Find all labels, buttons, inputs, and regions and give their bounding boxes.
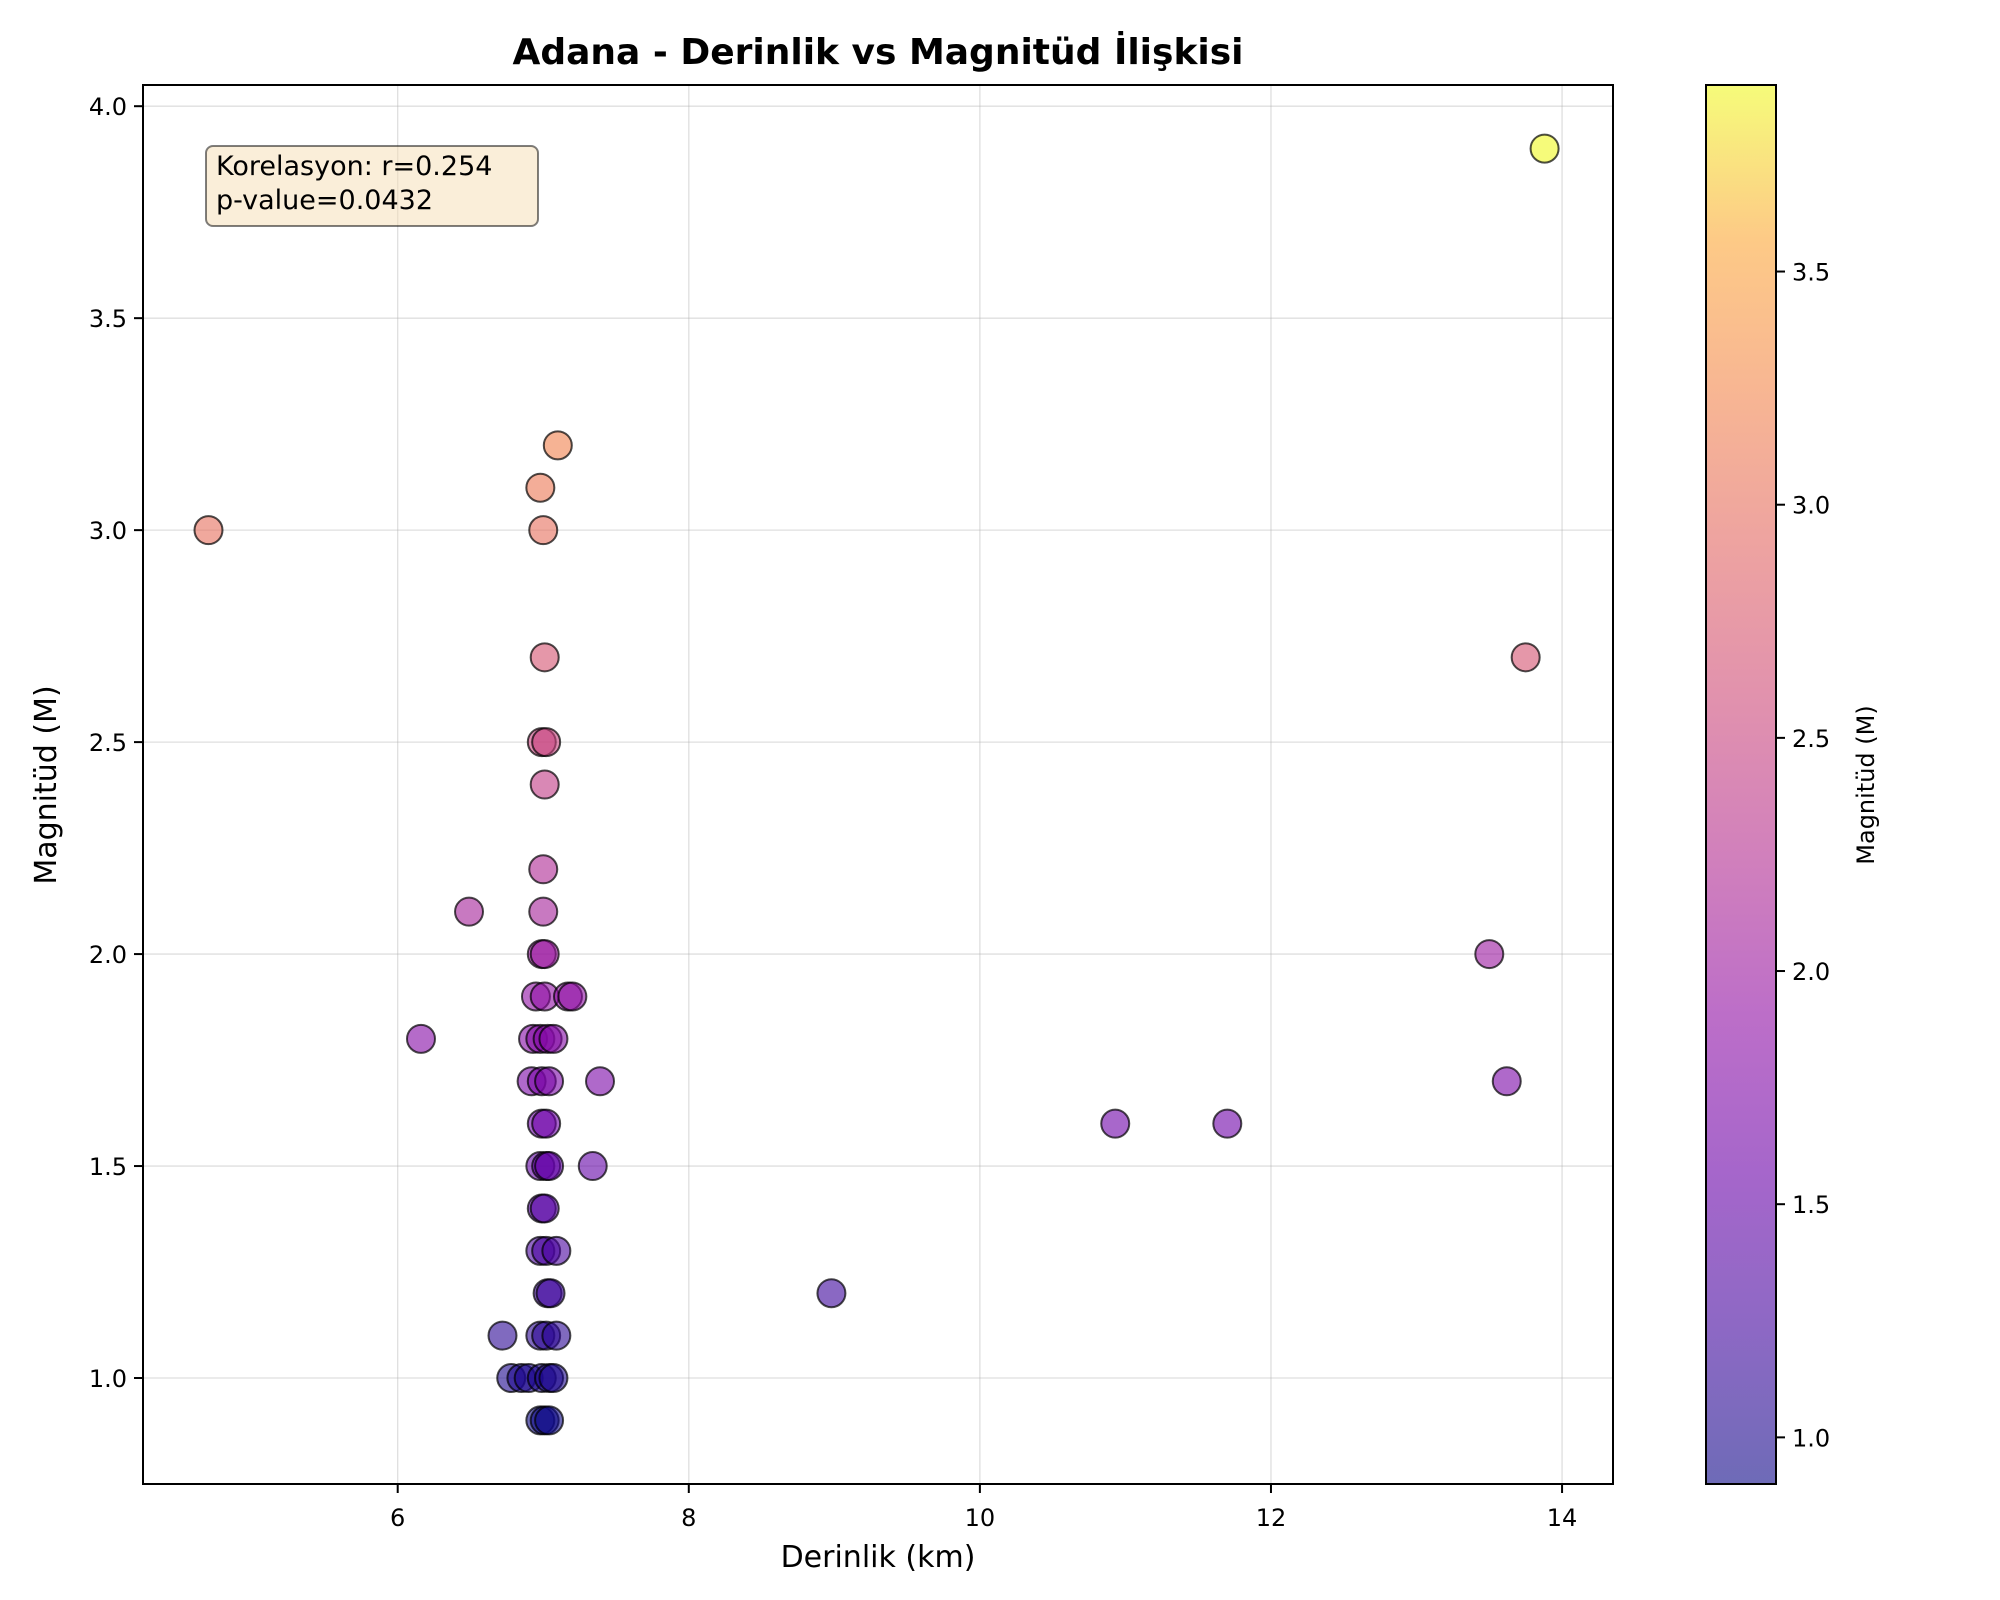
x-tick-label: 14 [1547, 1504, 1578, 1532]
data-point [531, 1108, 562, 1139]
y-tick-label: 3.0 [89, 517, 127, 545]
colorbar: 1.0 1.5 2.0 2.5 3.0 3.5 Magnitüd (M) [1705, 84, 1880, 1485]
colorbar-tick-label: 3.0 [1792, 492, 1830, 520]
data-point [534, 1405, 565, 1436]
stats-annotation: Korelasyon: r=0.254 p-value=0.0432 [205, 145, 539, 227]
data-point [1491, 1066, 1522, 1097]
data-point [541, 1235, 572, 1266]
colorbar-tick-label: 2.5 [1792, 725, 1830, 753]
data-point [816, 1278, 847, 1309]
x-tick-label: 12 [1256, 1504, 1287, 1532]
data-point [1529, 133, 1560, 164]
data-point [193, 515, 224, 546]
data-point [538, 1023, 569, 1054]
y-axis-label: Magnitüd (M) [29, 685, 64, 884]
data-point [577, 1151, 608, 1182]
data-point [529, 939, 560, 970]
data-point [585, 1066, 616, 1097]
data-point [1474, 939, 1505, 970]
data-point [525, 472, 556, 503]
data-point [557, 981, 588, 1012]
data-point [405, 1023, 436, 1054]
colorbar-ticks: 1.0 1.5 2.0 2.5 3.0 3.5 [1776, 259, 1830, 1452]
y-axis-ticks: 1.0 1.5 2.0 2.5 3.0 3.5 4.0 [89, 93, 143, 1393]
data-point [528, 854, 559, 885]
y-tick-label: 3.5 [89, 305, 127, 333]
y-tick-label: 2.0 [89, 941, 127, 969]
data-point [487, 1320, 518, 1351]
data-point [1212, 1108, 1243, 1139]
correlation-text: Korelasyon: r=0.254 [216, 151, 492, 182]
colorbar-tick-label: 1.5 [1792, 1191, 1830, 1219]
stats-box [205, 145, 539, 227]
data-point [1100, 1108, 1131, 1139]
colorbar-tick-label: 2.0 [1792, 958, 1830, 986]
grid [143, 85, 1613, 1484]
y-tick-label: 2.5 [89, 729, 127, 757]
data-point [529, 1193, 560, 1224]
colorbar-tick-label: 3.5 [1792, 259, 1830, 287]
x-axis-ticks: 6 8 10 12 14 [390, 1484, 1577, 1532]
data-point [454, 896, 485, 927]
y-tick-label: 4.0 [89, 93, 127, 121]
colorbar-frame [1705, 84, 1777, 1485]
data-point [529, 769, 560, 800]
y-tick-label: 1.0 [89, 1365, 127, 1393]
chart-title: Adana - Derinlik vs Magnitüd İlişkisi [512, 31, 1243, 73]
data-point [542, 430, 573, 461]
scatter-points [193, 133, 1560, 1436]
x-tick-label: 10 [965, 1504, 996, 1532]
colorbar-label: Magnitüd (M) [1852, 705, 1880, 864]
data-point [535, 1278, 566, 1309]
data-point [528, 896, 559, 927]
x-tick-label: 8 [681, 1504, 696, 1532]
data-point [529, 642, 560, 673]
p-value-text: p-value=0.0432 [216, 185, 433, 216]
data-point [531, 727, 562, 758]
colorbar-gradient [1706, 85, 1776, 1484]
data-point [538, 1363, 569, 1394]
x-tick-label: 6 [390, 1504, 405, 1532]
colorbar-tick-label: 1.0 [1792, 1424, 1830, 1452]
plot-area-frame [142, 84, 1614, 1485]
data-point [541, 1320, 572, 1351]
data-point [534, 1066, 565, 1097]
data-point [528, 515, 559, 546]
y-tick-label: 1.5 [89, 1153, 127, 1181]
data-point [534, 1151, 565, 1182]
x-axis-label: Derinlik (km) [781, 1540, 976, 1575]
data-point [1510, 642, 1541, 673]
